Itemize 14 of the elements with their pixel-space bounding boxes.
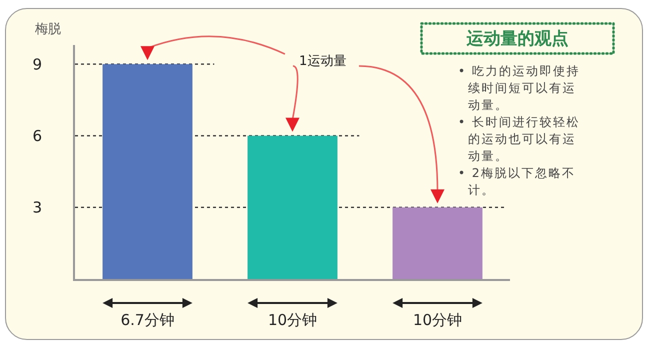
annotation: 1运动量 (299, 54, 346, 69)
x-tick-label: 10分钟 (268, 311, 318, 329)
x-tick-label: 10分钟 (412, 311, 462, 329)
annotation: • 吃力的运动即使持续时间短可以有运动量。 (458, 63, 581, 114)
y-tick-label: 6 (32, 126, 42, 145)
x-tick-label: 6.7分钟 (120, 311, 174, 329)
bar (392, 207, 482, 279)
y-tick-label: 3 (32, 198, 42, 217)
y-axis-title: 梅脱 (35, 21, 61, 38)
bar (102, 64, 192, 279)
annotation: • 长时间进行较轻松的运动也可以有运动量。 (458, 114, 581, 165)
y-tick-label: 9 (32, 55, 42, 74)
bar (248, 136, 338, 279)
annotation: • 2梅脱以下忽略不计。 (458, 165, 577, 199)
